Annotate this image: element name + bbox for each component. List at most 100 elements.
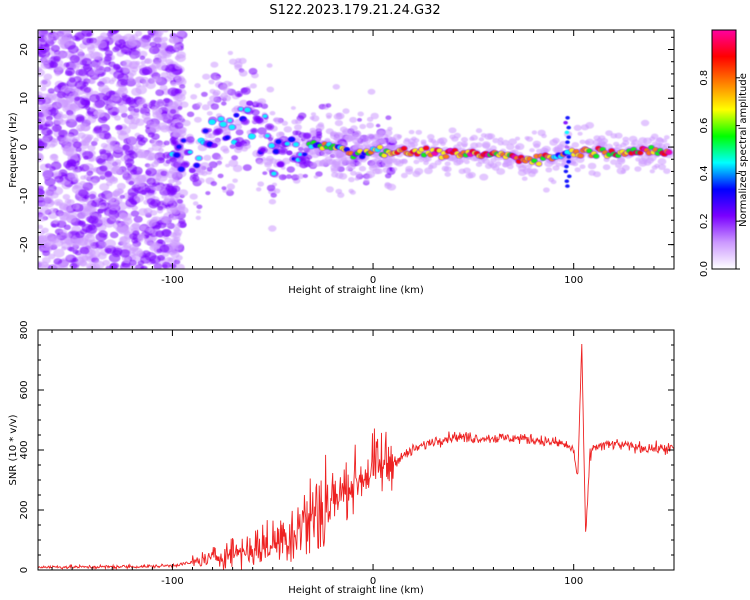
spectrogram-cell	[266, 184, 276, 192]
spectrogram-cell	[53, 248, 65, 258]
spectrogram-cell	[444, 171, 451, 177]
spectrogram-cell	[622, 140, 630, 146]
spectrogram-cell	[600, 138, 609, 144]
spectrogram-cell	[97, 111, 105, 118]
spectrogram-cell	[574, 167, 581, 173]
spectrogram-cell	[372, 153, 379, 159]
spectrogram-cell	[69, 86, 77, 92]
spectrogram-cell	[178, 189, 189, 197]
spectrogram-cell	[196, 102, 203, 107]
spectrogram-cell	[134, 182, 141, 188]
spectrogram-cell	[640, 119, 650, 127]
spectrogram-ytick-label: -10	[19, 188, 30, 204]
spectrogram-cell	[58, 119, 66, 126]
spectrogram-cell	[38, 118, 42, 123]
spectrogram-cell	[663, 135, 670, 140]
spectrogram-cell	[63, 203, 74, 212]
spectrogram-cell	[354, 177, 360, 181]
spectrogram-cell	[196, 209, 202, 214]
spectrogram-cell	[478, 137, 485, 142]
spectrogram-cell	[78, 254, 89, 263]
spectrogram-cell	[121, 64, 132, 73]
spectrogram-cell	[235, 141, 242, 147]
spectrogram-cell	[119, 194, 126, 199]
spectrogram-cell	[65, 70, 73, 76]
spectrogram-cell	[141, 190, 147, 195]
spectrogram-cell	[325, 103, 332, 108]
spectrogram-cell	[83, 163, 94, 172]
spectrogram-cell	[183, 162, 188, 166]
spectrogram-cell	[379, 138, 386, 144]
spectrogram-cell	[127, 187, 139, 197]
spectrogram-cell	[392, 167, 398, 172]
spectrogram-cell	[349, 190, 356, 195]
spectrogram-cell	[479, 173, 489, 181]
colorbar-tick-label: 0.4	[699, 165, 710, 181]
spectrogram-cell	[160, 170, 168, 176]
spectrogram-cell	[104, 239, 116, 249]
spectrogram-cell	[147, 163, 155, 170]
spectrogram-cell	[116, 182, 126, 190]
spectrogram-cell	[174, 223, 182, 229]
spectrogram-cell	[506, 164, 514, 170]
spectrogram-cell	[75, 147, 82, 152]
spectrogram-cell	[155, 108, 163, 115]
spectrogram-cell	[68, 246, 75, 252]
spectrogram-cell	[69, 104, 78, 111]
spectrogram-cell	[139, 55, 146, 60]
spectrogram-cell	[50, 44, 61, 52]
spectrogram-cell	[209, 95, 217, 102]
spectrogram-cell	[151, 143, 162, 152]
spectrogram-cell	[650, 133, 659, 140]
spectrogram-cell	[296, 173, 305, 180]
spectrogram-cell	[133, 108, 140, 113]
spectrogram-cell	[492, 137, 500, 144]
spectrogram-cell	[229, 144, 236, 149]
spectrogram-cell	[161, 261, 171, 269]
spectrogram-cell	[206, 167, 213, 172]
spectrogram-cell	[125, 78, 137, 87]
spectrogram-cell	[306, 154, 313, 160]
spectrogram-cell	[142, 66, 153, 75]
spectrogram-cell	[172, 131, 181, 138]
spectrogram-cell	[40, 86, 47, 92]
spectrogram-cell	[60, 85, 71, 94]
spectrogram-cell	[100, 154, 108, 160]
spectrogram-cell	[175, 54, 186, 63]
spectrogram-cell	[294, 124, 302, 131]
spectrogram-cell	[179, 222, 187, 228]
spectrogram-cell	[130, 169, 138, 175]
spectrogram-cell	[105, 192, 118, 202]
spectrogram-cell	[38, 224, 44, 230]
spectrogram-cell	[143, 117, 152, 124]
spectrogram-cell	[382, 167, 390, 173]
snr-xlabel: Height of straight line (km)	[288, 585, 424, 596]
spectrogram-cell	[194, 83, 201, 89]
spectrogram-cell	[113, 63, 121, 69]
spectrogram-cell	[661, 138, 668, 143]
spectrogram-cell	[355, 161, 362, 167]
spectrogram-cell	[135, 175, 146, 184]
spectrogram-cell	[158, 55, 167, 63]
spectrogram-cell	[171, 209, 177, 214]
spectrogram-cell	[88, 215, 99, 225]
spectrogram-cell	[357, 118, 362, 122]
spectrogram-cell	[97, 208, 104, 214]
spectrogram-cell	[173, 242, 184, 250]
spectrogram-cell	[461, 137, 468, 143]
spectrogram-cell	[408, 129, 415, 135]
spectrogram-cell	[177, 166, 185, 172]
spectrogram-cell	[44, 103, 53, 111]
spectrogram-cell	[413, 138, 420, 143]
spectrogram-cell	[84, 239, 94, 247]
colorbar-tick-label: 0.0	[699, 261, 710, 277]
spectrogram-cell	[75, 231, 85, 239]
spectrogram-cell	[234, 146, 243, 154]
spectrogram-cell	[137, 139, 146, 146]
spectrogram-cell	[326, 115, 332, 120]
spectrogram-cell	[219, 121, 227, 127]
spectrogram-cell	[111, 111, 118, 116]
spectrogram-cell	[366, 122, 374, 129]
snr-xtick-label: 100	[564, 576, 583, 587]
spectrogram-cell	[496, 168, 506, 175]
